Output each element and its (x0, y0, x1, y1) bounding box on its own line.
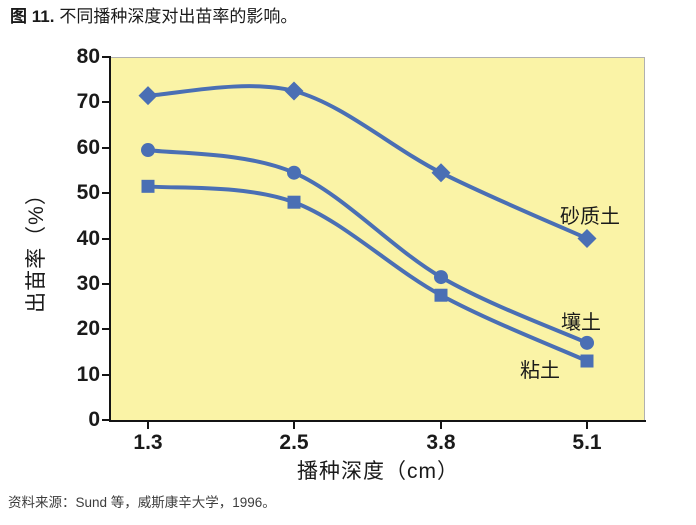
y-axis-line (109, 56, 111, 422)
y-axis-tick (102, 192, 109, 195)
x-axis-tick (586, 422, 588, 429)
y-axis-tick (102, 237, 109, 240)
x-axis-tick-label: 2.5 (279, 431, 309, 454)
x-axis-line (109, 420, 646, 422)
y-axis-tick (102, 328, 109, 331)
figure-caption: 不同播种深度对出苗率的影响。 (59, 7, 298, 26)
figure-title: 图 11. 不同播种深度对出苗率的影响。 (10, 6, 297, 28)
y-axis-tick-label: 10 (76, 362, 100, 386)
x-axis-tick (440, 422, 442, 429)
y-axis-tick-label: 70 (76, 90, 100, 114)
figure-number: 图 11. (10, 7, 55, 26)
source-note: 资料来源：Sund 等，威斯康辛大学，1996。 (8, 495, 276, 510)
y-axis-tick (102, 373, 109, 376)
y-axis-tick-label: 80 (76, 45, 100, 68)
y-axis-tick (102, 101, 109, 104)
y-axis-tick-label: 40 (76, 226, 100, 250)
x-axis-tick (147, 422, 149, 429)
y-axis-tick-label: 30 (76, 271, 100, 295)
y-axis-tick-label: 60 (76, 135, 100, 159)
series-label-square: 粘土 (520, 360, 560, 382)
x-axis-tick (293, 422, 295, 429)
y-axis-tick (102, 146, 109, 149)
y-axis-tick (102, 56, 109, 58)
x-axis-tick-label: 5.1 (572, 431, 602, 454)
x-axis-title: 播种深度（cm） (297, 460, 459, 483)
plot-area (111, 57, 645, 420)
x-axis-tick-label: 1.3 (133, 431, 163, 454)
y-axis-tick-label: 50 (76, 181, 100, 205)
x-axis-tick-label: 3.8 (426, 431, 456, 454)
y-axis-tick (102, 282, 109, 285)
y-axis-tick-label: 20 (76, 317, 100, 341)
series-label-diamond: 砂质土 (560, 206, 620, 228)
y-axis-tick (102, 419, 109, 421)
y-axis-title: 出苗率（%） (25, 183, 48, 313)
y-axis-tick-label: 0 (88, 408, 100, 431)
series-label-circle: 壤土 (561, 312, 601, 334)
